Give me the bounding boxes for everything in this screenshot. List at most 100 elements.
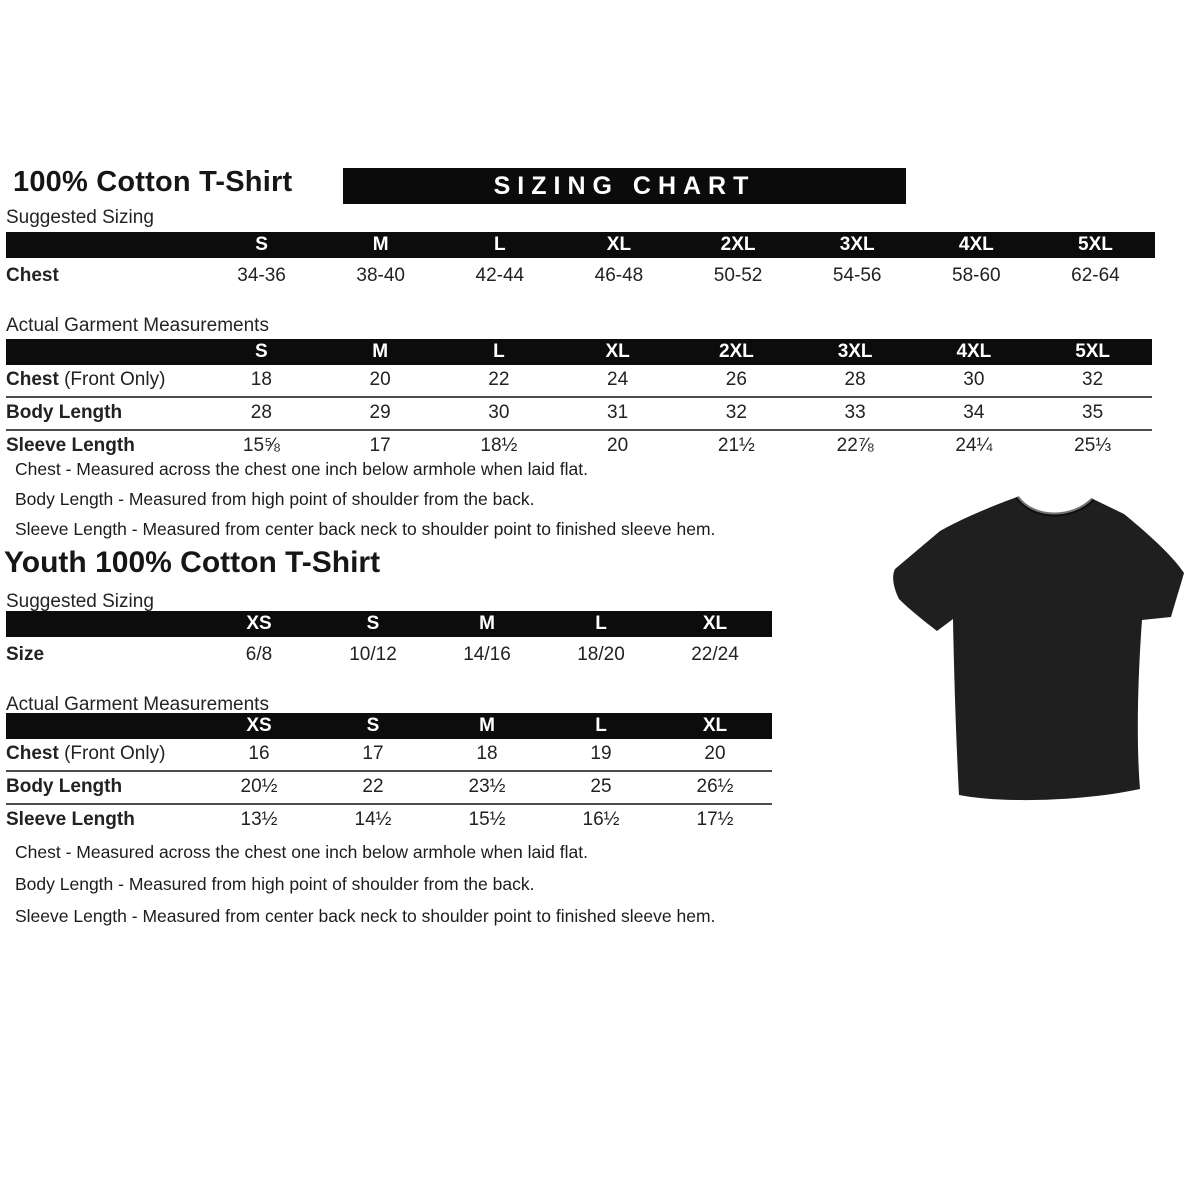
black-tshirt-image bbox=[893, 495, 1184, 801]
row-label: Sleeve Length bbox=[6, 809, 135, 830]
table-cell: 18/20 bbox=[577, 644, 625, 665]
note-chest: Chest - Measured across the chest one in… bbox=[15, 842, 588, 862]
table-header-row: S M L XL 2XL 3XL 4XL 5XL bbox=[6, 232, 1155, 258]
table-cell: 25 bbox=[590, 776, 612, 797]
table-row: Size 6/8 10/12 14/16 18/20 22/24 bbox=[6, 637, 772, 675]
youth-garment-measurements-table: XS S M L XL Chest (Front Only) 16 17 18 19 20 Body … bbox=[6, 713, 772, 836]
table-cell: 42-44 bbox=[475, 265, 525, 286]
actual-garment-measurements-label: Actual Garment Measurements bbox=[6, 315, 269, 336]
table-cell: 38-40 bbox=[356, 265, 405, 286]
column-header-l: L bbox=[493, 341, 505, 362]
table-cell: 15⅝ bbox=[242, 435, 280, 456]
table-cell: 16½ bbox=[582, 809, 620, 830]
youth-suggested-sizing-label: Suggested Sizing bbox=[6, 591, 154, 612]
column-header-l: L bbox=[494, 234, 506, 255]
table-cell: 10/12 bbox=[349, 644, 397, 665]
table-cell: 14/16 bbox=[463, 644, 511, 665]
note-body-length: Body Length - Measured from high point o… bbox=[15, 489, 535, 509]
table-cell: 22/24 bbox=[691, 644, 739, 665]
table-cell: 24 bbox=[607, 369, 629, 390]
table-cell: 23½ bbox=[468, 776, 506, 797]
column-header-2xl: 2XL bbox=[720, 234, 756, 255]
table-header-row: XS S M L XL bbox=[6, 611, 772, 637]
column-header-m: M bbox=[479, 613, 495, 634]
table-cell: 17 bbox=[362, 743, 384, 764]
table-cell: 30 bbox=[488, 402, 510, 423]
table-cell: 34 bbox=[963, 402, 985, 423]
column-header-2xl: 2XL bbox=[718, 341, 754, 362]
tshirt-silhouette bbox=[893, 497, 1184, 801]
column-header-3xl: 3XL bbox=[839, 234, 875, 255]
table-cell: 22 bbox=[488, 369, 510, 390]
table-cell: 18½ bbox=[480, 435, 518, 456]
column-header-4xl: 4XL bbox=[958, 234, 994, 255]
table-cell: 18 bbox=[250, 369, 272, 390]
table-cell: 28 bbox=[844, 369, 866, 390]
table-cell: 17 bbox=[369, 435, 391, 456]
note-chest: Chest - Measured across the chest one in… bbox=[15, 459, 588, 479]
table-cell: 32 bbox=[725, 402, 747, 423]
header-spacer-cell bbox=[6, 339, 202, 365]
table-cell: 6/8 bbox=[245, 644, 273, 665]
row-label: Chest (Front Only) bbox=[6, 369, 166, 390]
table-header-row: XS S M L XL bbox=[6, 713, 772, 739]
column-header-4xl: 4XL bbox=[956, 341, 992, 362]
adult-measurement-notes: Chest - Measured across the chest one in… bbox=[15, 459, 715, 549]
column-header-s: S bbox=[366, 715, 380, 736]
row-label: Chest (Front Only) bbox=[6, 743, 166, 764]
row-label: Body Length bbox=[6, 402, 123, 423]
note-sleeve-length: Sleeve Length - Measured from center bac… bbox=[15, 519, 716, 539]
table-row: Chest (Front Only) 16 17 18 19 20 bbox=[6, 739, 772, 770]
table-cell: 54-56 bbox=[832, 265, 882, 286]
column-header-xl: XL bbox=[606, 234, 632, 255]
column-header-s: S bbox=[366, 613, 380, 634]
column-header-xs: XS bbox=[246, 613, 272, 634]
table-cell: 35 bbox=[1082, 402, 1104, 423]
adult-suggested-sizing-table: S M L XL 2XL 3XL 4XL 5XL Chest 34-36 38-40 42-44 46-… bbox=[6, 232, 1155, 296]
table-header-row: S M L XL 2XL 3XL 4XL 5XL bbox=[6, 339, 1152, 365]
youth-suggested-sizing-table: XS S M L XL Size 6/8 10/12 14/16 18/20 22/24 bbox=[6, 611, 772, 675]
column-header-xl: XL bbox=[702, 613, 728, 634]
youth-actual-garment-measurements-label: Actual Garment Measurements bbox=[6, 694, 269, 715]
row-label: Size bbox=[6, 644, 45, 665]
table-cell: 24¼ bbox=[955, 435, 993, 456]
table-cell: 21½ bbox=[717, 435, 755, 456]
table-row: Body Length 20½ 22 23½ 25 26½ bbox=[6, 770, 772, 803]
table-cell: 17½ bbox=[696, 809, 734, 830]
table-cell: 33 bbox=[844, 402, 866, 423]
row-label: Chest bbox=[6, 265, 59, 286]
table-cell: 22 bbox=[362, 776, 384, 797]
table-cell: 20 bbox=[607, 435, 629, 456]
table-cell: 29 bbox=[369, 402, 391, 423]
note-sleeve-length: Sleeve Length - Measured from center bac… bbox=[15, 906, 716, 926]
header-spacer-cell bbox=[6, 713, 202, 739]
column-header-m: M bbox=[372, 234, 389, 255]
table-row: Body Length 28 29 30 31 32 33 34 35 bbox=[6, 396, 1152, 429]
collar-line bbox=[1015, 495, 1095, 517]
table-cell: 58-60 bbox=[952, 265, 1001, 286]
column-header-s: S bbox=[255, 341, 268, 362]
table-cell: 20½ bbox=[240, 776, 278, 797]
note-body-length: Body Length - Measured from high point o… bbox=[15, 874, 535, 894]
table-cell: 50-52 bbox=[713, 265, 763, 286]
table-cell: 46-48 bbox=[594, 265, 644, 286]
column-header-s: S bbox=[255, 234, 268, 255]
table-cell: 20 bbox=[369, 369, 391, 390]
column-header-5xl: 5XL bbox=[1078, 234, 1113, 255]
column-header-5xl: 5XL bbox=[1075, 341, 1111, 362]
header-spacer-cell bbox=[6, 232, 202, 258]
row-label: Body Length bbox=[6, 776, 123, 797]
adult-garment-measurements-table: S M L XL 2XL 3XL 4XL 5XL Chest (Front Only) 18 20 2… bbox=[6, 339, 1152, 462]
row-label: Sleeve Length bbox=[6, 435, 135, 456]
column-header-l: L bbox=[595, 715, 607, 736]
table-cell: 13½ bbox=[240, 809, 278, 830]
table-cell: 31 bbox=[607, 402, 629, 423]
table-row: Chest 34-36 38-40 42-44 46-48 50-52 54-56 58-60… bbox=[6, 258, 1155, 296]
page-title: 100% Cotton T-Shirt bbox=[13, 166, 293, 198]
column-header-3xl: 3XL bbox=[837, 341, 873, 362]
column-header-m: M bbox=[479, 715, 495, 736]
table-cell: 18 bbox=[476, 743, 498, 764]
table-cell: 16 bbox=[248, 743, 270, 764]
header-spacer-cell bbox=[6, 611, 202, 637]
column-header-xs: XS bbox=[246, 715, 272, 736]
